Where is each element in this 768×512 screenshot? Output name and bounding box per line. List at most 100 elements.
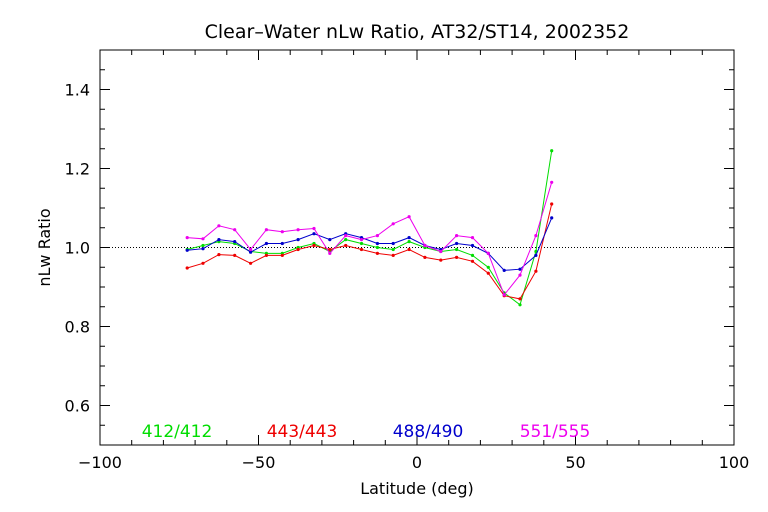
data-point bbox=[423, 243, 427, 248]
data-point bbox=[217, 253, 221, 257]
data-point bbox=[407, 247, 411, 252]
data-point bbox=[201, 247, 205, 251]
chart-title: Clear–Water nLw Ratio, AT32/ST14, 200235… bbox=[205, 21, 630, 43]
data-point bbox=[201, 243, 205, 248]
data-point bbox=[264, 241, 268, 246]
data-point bbox=[486, 265, 490, 269]
data-point bbox=[455, 241, 459, 246]
data-point bbox=[233, 228, 237, 232]
data-point bbox=[328, 247, 332, 252]
data-point bbox=[375, 241, 379, 246]
data-point bbox=[375, 245, 379, 250]
data-point bbox=[518, 303, 522, 307]
legend-entry: 488/490 bbox=[393, 422, 464, 442]
data-point bbox=[407, 236, 411, 240]
data-point bbox=[391, 253, 395, 257]
legend-entry: 551/555 bbox=[520, 422, 591, 442]
series-line bbox=[187, 182, 553, 296]
data-point bbox=[264, 228, 268, 232]
series-443-443 bbox=[185, 202, 554, 301]
data-point bbox=[359, 238, 364, 242]
data-point bbox=[423, 255, 427, 259]
data-point bbox=[312, 243, 316, 248]
data-point bbox=[185, 236, 189, 240]
legend-entry: 443/443 bbox=[267, 422, 338, 442]
x-tick-label: −100 bbox=[78, 453, 122, 472]
y-tick-label: 0.6 bbox=[65, 397, 90, 416]
data-point bbox=[502, 268, 506, 272]
data-point bbox=[439, 249, 443, 254]
data-point bbox=[455, 255, 459, 259]
data-point bbox=[296, 247, 300, 252]
series-line bbox=[187, 203, 553, 300]
data-point bbox=[375, 234, 379, 238]
data-point bbox=[296, 228, 300, 232]
data-point bbox=[391, 241, 395, 246]
data-point bbox=[249, 261, 253, 265]
data-point bbox=[344, 243, 348, 248]
data-point bbox=[534, 234, 538, 238]
data-point bbox=[344, 238, 348, 242]
y-tick-label: 1.2 bbox=[65, 160, 90, 179]
data-point bbox=[344, 234, 348, 238]
data-point bbox=[280, 253, 284, 257]
data-point bbox=[185, 266, 189, 270]
x-axis-label: Latitude (deg) bbox=[360, 479, 474, 498]
data-point bbox=[518, 267, 522, 271]
series-551-555 bbox=[185, 180, 554, 297]
data-point bbox=[375, 251, 379, 255]
data-point bbox=[201, 261, 205, 265]
data-point bbox=[391, 222, 395, 226]
data-point bbox=[233, 240, 237, 244]
data-point bbox=[391, 247, 395, 252]
data-point bbox=[407, 240, 411, 244]
data-point bbox=[550, 149, 554, 153]
data-point bbox=[486, 271, 490, 275]
data-point bbox=[502, 293, 506, 297]
data-point bbox=[249, 250, 253, 254]
data-point bbox=[296, 238, 300, 242]
data-point bbox=[439, 258, 443, 262]
data-point bbox=[185, 248, 189, 252]
data-point bbox=[550, 216, 554, 220]
data-point bbox=[518, 297, 522, 301]
x-tick-label: 50 bbox=[565, 453, 585, 472]
data-point bbox=[550, 180, 554, 184]
data-point bbox=[280, 230, 284, 234]
data-point bbox=[486, 251, 490, 255]
series-line bbox=[187, 217, 553, 271]
series-412-412 bbox=[185, 149, 554, 307]
y-tick-label: 1.0 bbox=[65, 239, 90, 258]
data-point bbox=[312, 226, 316, 231]
data-point bbox=[312, 232, 316, 236]
data-point bbox=[407, 215, 411, 219]
data-point bbox=[534, 253, 538, 257]
legend-entry: 412/412 bbox=[142, 422, 213, 442]
data-point bbox=[359, 241, 364, 246]
data-point bbox=[201, 237, 205, 241]
data-point bbox=[217, 224, 221, 228]
y-axis-label: nLw Ratio bbox=[35, 208, 54, 286]
data-point bbox=[550, 202, 554, 206]
data-point bbox=[328, 251, 332, 255]
data-point bbox=[455, 247, 459, 252]
y-tick-label: 1.4 bbox=[65, 81, 90, 100]
data-point bbox=[534, 269, 538, 273]
data-point bbox=[280, 241, 284, 246]
x-tick-label: 100 bbox=[719, 453, 750, 472]
series-line bbox=[187, 150, 553, 306]
x-tick-label: 0 bbox=[412, 453, 422, 472]
x-tick-label: −50 bbox=[242, 453, 276, 472]
data-point bbox=[470, 259, 475, 263]
data-point bbox=[359, 247, 364, 252]
series-488-490 bbox=[185, 216, 554, 272]
data-point bbox=[264, 253, 268, 257]
data-point bbox=[455, 234, 459, 238]
data-point bbox=[233, 253, 237, 257]
data-point bbox=[470, 243, 475, 248]
data-point bbox=[470, 236, 475, 240]
y-tick-label: 0.8 bbox=[65, 318, 90, 337]
data-point bbox=[328, 238, 332, 242]
data-point bbox=[249, 247, 253, 252]
